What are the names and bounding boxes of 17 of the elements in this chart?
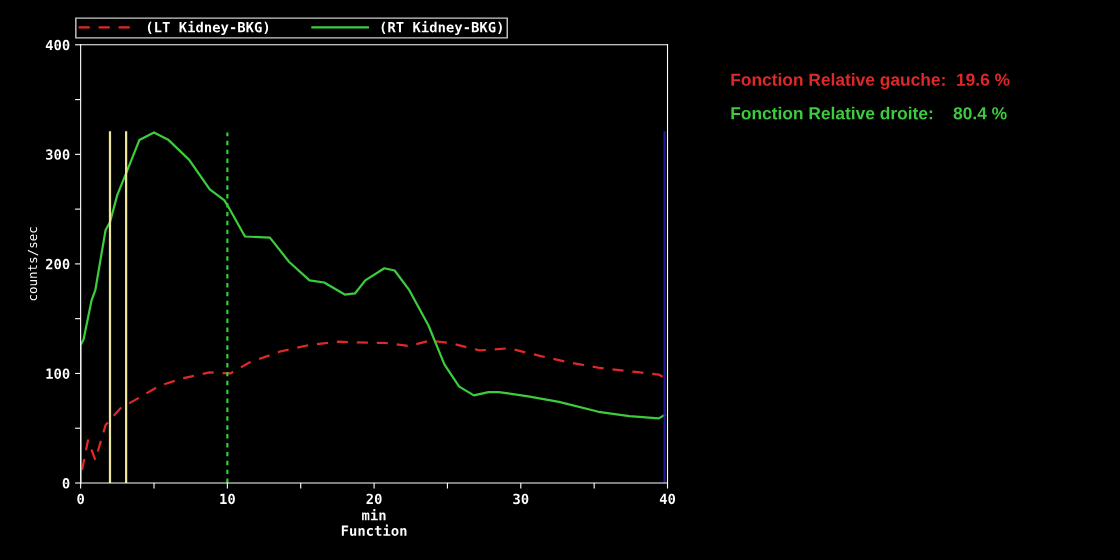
legend-label: (LT Kidney-BKG) xyxy=(147,20,269,36)
x-tick-label: 0 xyxy=(77,493,84,505)
x-tick-label: 20 xyxy=(366,493,382,505)
x-tick-label: 30 xyxy=(513,493,529,505)
legend-label: (RT Kidney-BKG) xyxy=(381,20,502,36)
text: Fonction Relative gauche: 19.6 % xyxy=(731,73,1010,90)
x-axis-title: min Function xyxy=(341,508,407,536)
y-tick-label: 100 xyxy=(46,368,70,379)
y-tick-label: 200 xyxy=(45,258,70,270)
y-axis-title: counts/sec xyxy=(27,227,39,301)
line-series xyxy=(81,339,666,471)
text: Fonction Relative droite: 80.4 % xyxy=(731,106,1007,120)
x-tick-label: 40 xyxy=(659,493,676,505)
y-tick-label: 300 xyxy=(45,149,70,160)
y-tick-label: 400 xyxy=(45,39,70,51)
y-tick-label: 0 xyxy=(62,477,70,489)
x-tick-label: 10 xyxy=(220,493,235,505)
